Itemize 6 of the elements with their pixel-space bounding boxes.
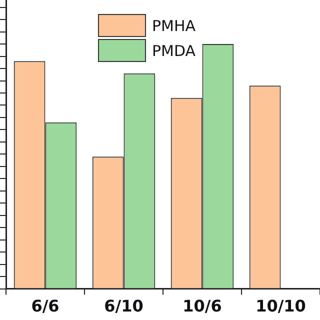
legend-label: PMDA: [152, 42, 196, 60]
legend-label: PMHA: [152, 16, 196, 34]
x-tick-label: 10/10: [256, 296, 306, 316]
x-tick-label: 6/10: [104, 296, 144, 316]
x-tick-label: 6/6: [31, 296, 60, 316]
x-tick-label: 10/6: [182, 296, 222, 316]
